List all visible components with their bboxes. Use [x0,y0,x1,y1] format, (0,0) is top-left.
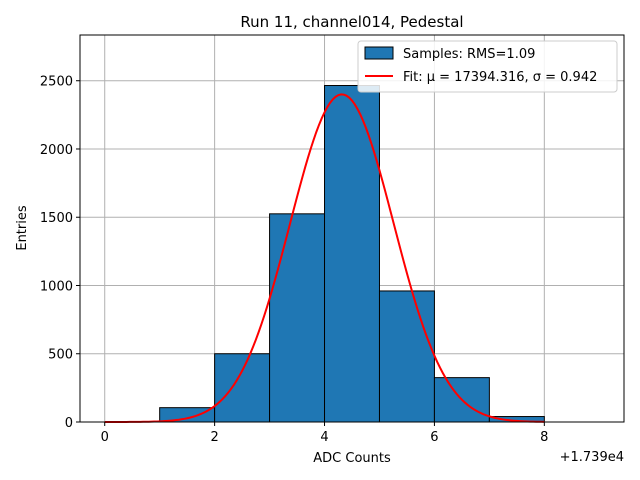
x-tick-label: 0 [101,430,109,445]
chart-title: Run 11, channel014, Pedestal [240,13,463,31]
y-tick-label: 2000 [40,143,73,158]
y-axis-label: Entries [15,205,30,251]
x-tick-label: 6 [430,430,438,445]
y-tick-label: 0 [65,416,73,431]
x-offset-label: +1.739e4 [560,450,624,465]
y-tick-label: 500 [48,348,73,363]
y-tick-label: 1500 [40,211,73,226]
axis-ticks: 0 2 4 6 8 0 500 1000 1500 2000 2500 [40,75,549,445]
legend-box [357,40,618,93]
histogram-bar [269,213,326,423]
x-tick-label: 8 [540,430,548,445]
fit-curve-layer [104,93,545,423]
x-axis-label: ADC Counts [313,451,391,466]
legend-fit-label: Fit: μ = 17394.316, σ = 0.942 [403,70,597,85]
x-tick-label: 4 [320,430,328,445]
fit-curve [104,93,545,423]
histogram-bar [378,290,435,423]
y-tick-label: 1000 [40,279,73,294]
histogram-bars [159,85,545,423]
histogram-bar [324,85,380,423]
legend: Samples: RMS=1.09 Fit: μ = 17394.316, σ … [357,40,618,93]
legend-histogram-label: Samples: RMS=1.09 [403,47,535,62]
histogram-bar [214,353,271,423]
y-tick-label: 2500 [40,75,73,90]
x-tick-label: 2 [210,430,218,445]
plot-frame [79,34,625,423]
legend-histogram-swatch [364,46,394,60]
